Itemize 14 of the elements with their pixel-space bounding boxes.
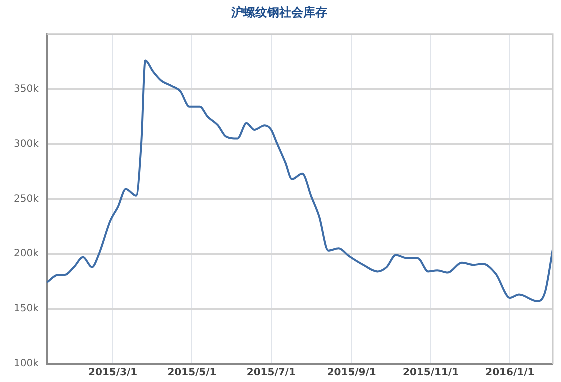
x-tick-label: 2015/5/1 [168,368,217,379]
y-tick-label: 150k [14,304,40,315]
y-tick-label: 200k [14,248,40,260]
x-tick-label: 2015/11/1 [403,368,460,379]
line-series [46,60,553,302]
chart-title: 沪螺纹钢社会库存 [230,5,328,20]
y-tick-label: 350k [14,84,40,95]
y-tick-label: 300k [14,138,40,150]
y-tick-label: 250k [14,194,40,205]
x-tick-label: 2015/9/1 [327,368,376,379]
y-tick-label: 100k [14,358,40,370]
x-tick-label: 2015/3/1 [88,368,138,379]
x-tick-label: 2016/1/1 [486,368,535,379]
x-tick-label: 2015/7/1 [246,368,296,379]
